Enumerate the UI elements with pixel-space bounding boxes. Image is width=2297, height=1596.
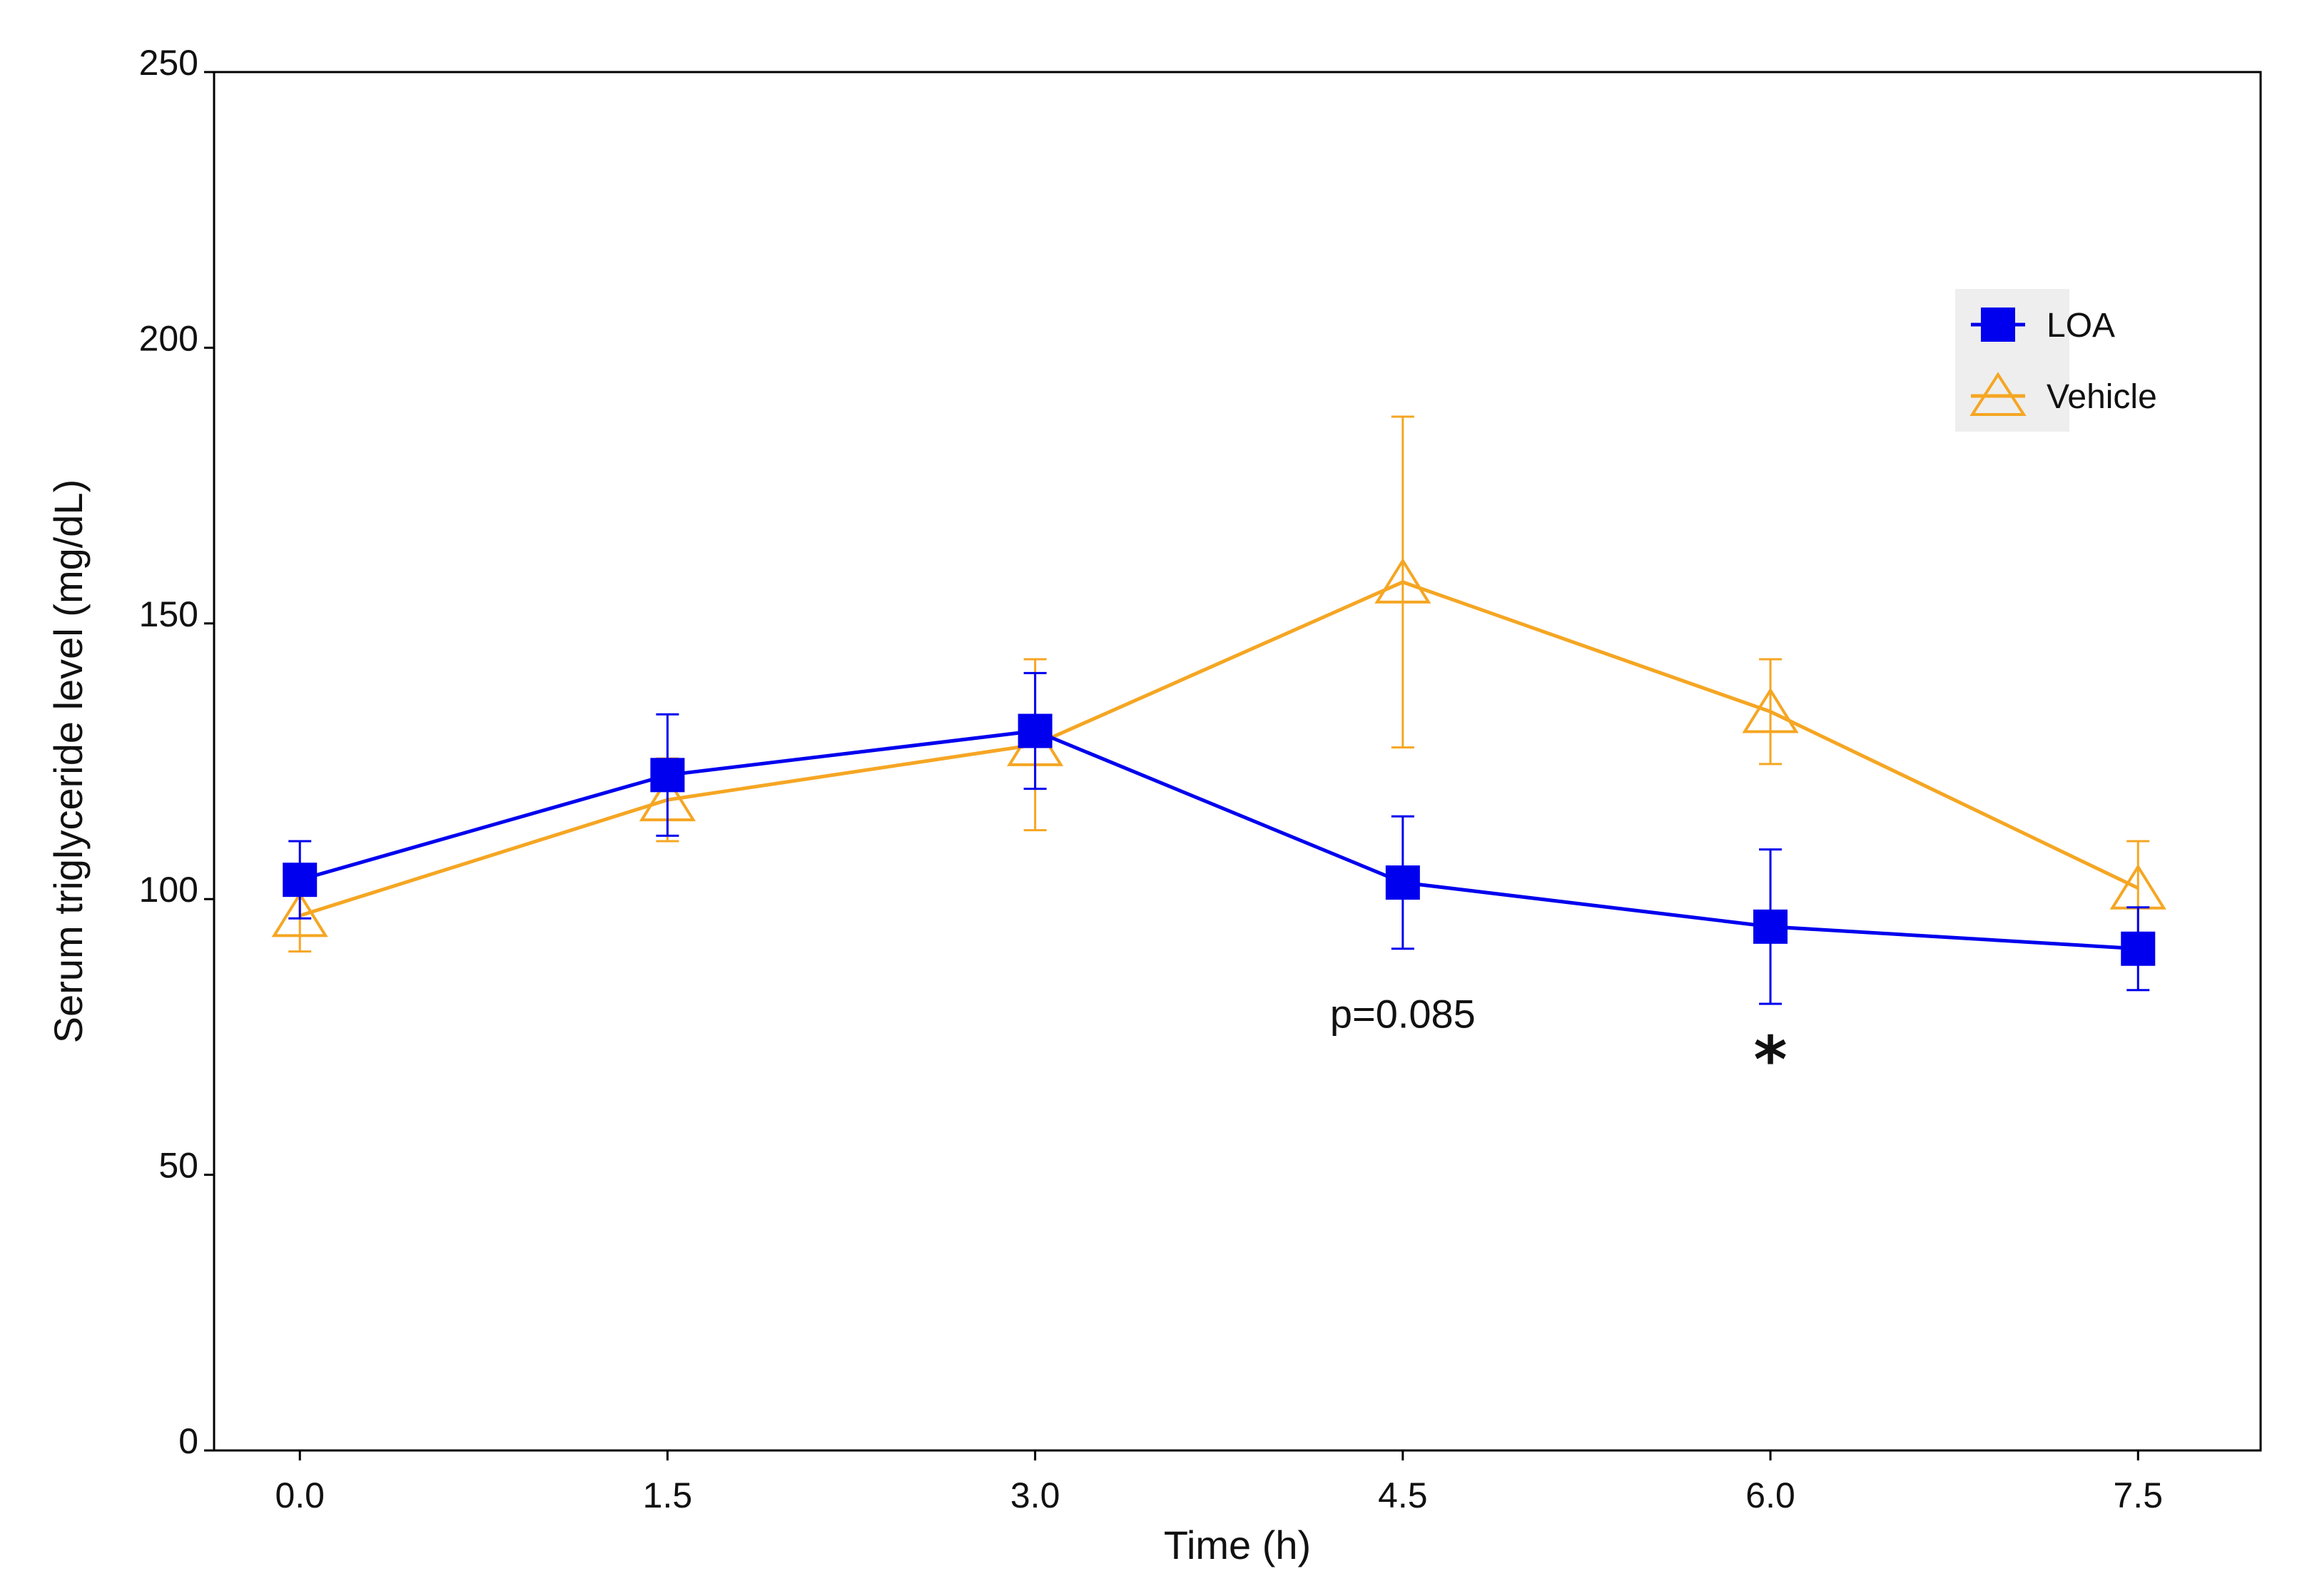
legend-label: Vehicle [2047, 378, 2157, 416]
significance-star: * [1754, 1023, 1788, 1098]
data-point [1742, 687, 1799, 733]
series-loa [283, 671, 2156, 1005]
legend-marker [1981, 307, 2015, 342]
data-point [1018, 713, 1053, 748]
x-tick-label: 3.0 [1010, 1475, 1060, 1515]
data-point [2121, 931, 2156, 966]
x-tick-label: 1.5 [643, 1475, 693, 1515]
data-point [1374, 558, 1431, 604]
y-tick-label: 150 [139, 594, 198, 634]
p-value-annotation: p=0.085 [1330, 991, 1476, 1036]
annotations: p=0.085 * [1330, 991, 1788, 1097]
series-line [299, 728, 2139, 951]
y-tick-label: 250 [139, 43, 198, 83]
x-axis: 0.0 1.5 3.0 4.5 6.0 7.5 [275, 1450, 2163, 1515]
series-vehicle [271, 415, 2166, 953]
x-tick-label: 0.0 [275, 1475, 325, 1515]
plot-frame [213, 71, 2262, 1452]
y-tick-label: 0 [178, 1421, 198, 1461]
data-point [283, 863, 318, 898]
y-axis-title: Serum triglyceride level (mg/dL) [46, 479, 91, 1043]
series-layer [271, 415, 2166, 1005]
x-axis-title: Time (h) [1164, 1523, 1311, 1567]
legend-label: LOA [2047, 307, 2115, 345]
data-point [650, 758, 685, 793]
y-tick-label: 100 [139, 870, 198, 910]
y-axis: 0 50 100 150 200 250 [139, 43, 214, 1461]
data-point [1753, 909, 1788, 944]
x-tick-label: 4.5 [1378, 1475, 1428, 1515]
legend: LOA Vehicle [1955, 289, 2157, 432]
data-point [1385, 865, 1420, 900]
y-tick-label: 50 [158, 1146, 198, 1186]
x-tick-label: 6.0 [1745, 1475, 1795, 1515]
x-tick-label: 7.5 [2114, 1475, 2164, 1515]
data-point [271, 891, 328, 937]
legend-marker [1969, 372, 2027, 416]
y-tick-label: 200 [139, 318, 198, 358]
series-line [299, 580, 2139, 918]
